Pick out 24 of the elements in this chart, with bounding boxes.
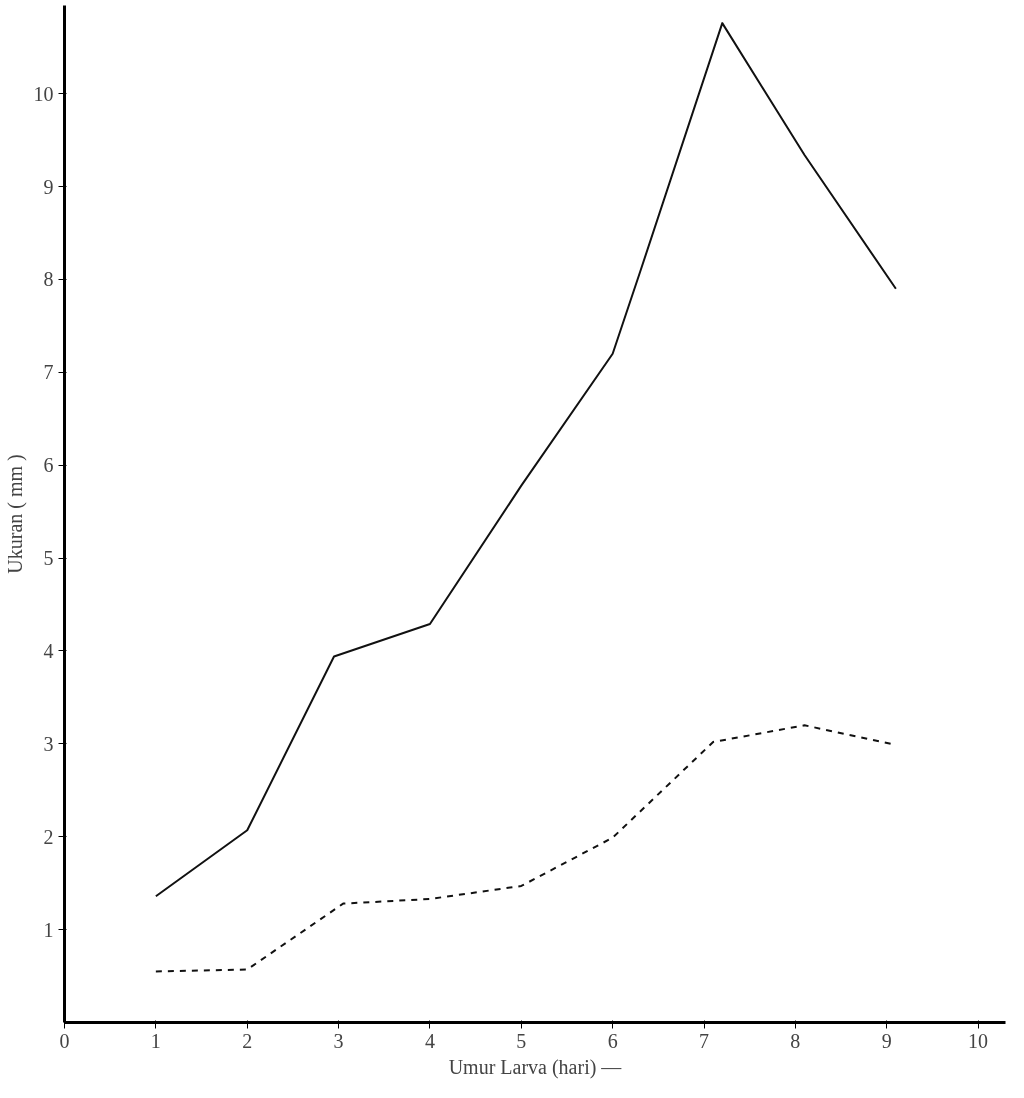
- y-tick-label: 5: [43, 547, 54, 570]
- x-axis-title: Umur Larva (hari) —: [448, 1055, 623, 1079]
- y-tick-label: 3: [43, 732, 54, 755]
- x-tick-label: 9: [881, 1029, 892, 1052]
- y-tick-label: 2: [43, 825, 54, 848]
- y-tick-label: 6: [43, 454, 54, 477]
- x-tick-label: 0: [59, 1029, 70, 1052]
- x-tick-label: 6: [607, 1029, 618, 1052]
- x-tick-label: 10: [968, 1029, 989, 1052]
- y-tick-label: 8: [43, 268, 54, 291]
- x-tick-label: 3: [333, 1029, 344, 1052]
- y-tick-label: 7: [43, 361, 54, 384]
- x-tick-label: 2: [242, 1029, 253, 1052]
- x-tick-label: 1: [150, 1029, 161, 1052]
- y-tick-label: 4: [43, 639, 54, 662]
- x-tick-label: 4: [424, 1029, 435, 1052]
- line-series: [154, 22, 897, 898]
- x-tick-label: 8: [790, 1029, 801, 1052]
- y-axis-title: Ukuran ( mm ): [3, 454, 27, 574]
- y-tick-label: 10: [33, 82, 54, 105]
- x-tick-label: 7: [699, 1029, 710, 1052]
- x-tick-label: 5: [516, 1029, 527, 1052]
- y-tick-label: 1: [43, 918, 54, 941]
- y-tick-label: 9: [43, 175, 54, 198]
